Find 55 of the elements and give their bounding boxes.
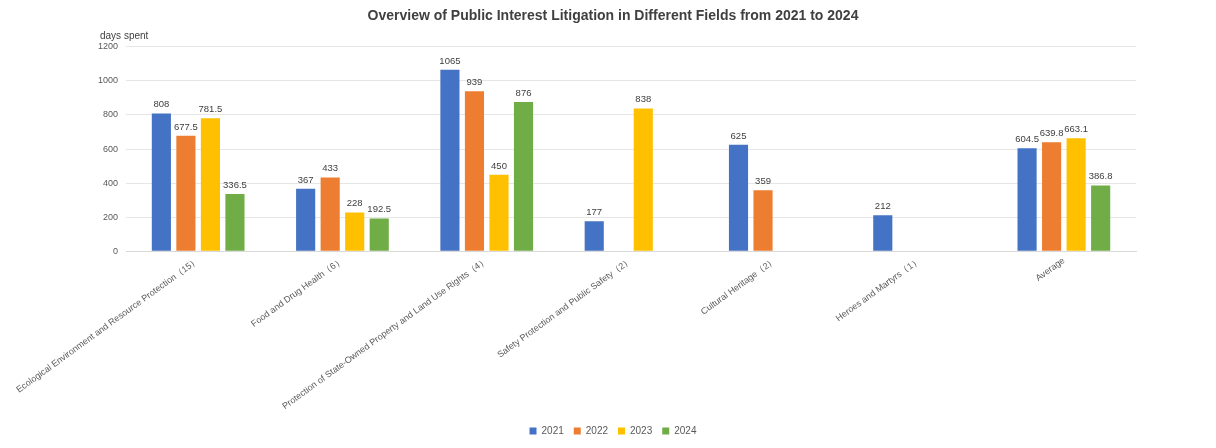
- data-label: 433: [322, 162, 339, 174]
- data-label: 639.8: [1039, 127, 1064, 139]
- bar: [1017, 148, 1037, 251]
- bar: [200, 118, 220, 251]
- y-tick-label: 400: [102, 177, 119, 188]
- y-axis-title: days spent: [100, 29, 149, 41]
- bar: [320, 177, 340, 251]
- bar: [753, 190, 773, 251]
- data-label: 367: [297, 173, 314, 185]
- data-label: 359: [755, 175, 771, 187]
- data-label: 228: [346, 197, 363, 209]
- bar: [176, 135, 196, 251]
- legend-label: 2022: [585, 424, 609, 436]
- data-label: 336.5: [223, 178, 247, 190]
- bar: [728, 144, 749, 251]
- data-label: 939: [466, 76, 483, 88]
- data-label: 808: [153, 98, 170, 110]
- bar: [151, 113, 171, 251]
- bar: [1091, 185, 1111, 251]
- y-tick-label: 0: [113, 245, 119, 256]
- y-tick-label: 200: [102, 211, 119, 222]
- data-label: 625: [730, 129, 747, 141]
- bar: [296, 188, 316, 251]
- y-tick-label: 600: [102, 143, 119, 154]
- bar: [513, 102, 534, 251]
- bar: [369, 218, 389, 251]
- bar: [489, 174, 509, 251]
- bar: [584, 221, 604, 251]
- data-label: 876: [515, 86, 532, 98]
- data-label: 450: [491, 159, 507, 171]
- data-label: 212: [874, 200, 891, 212]
- bar: [440, 69, 460, 251]
- bar: [873, 215, 893, 251]
- bar: [464, 91, 485, 251]
- data-label: 1065: [439, 54, 461, 66]
- legend-label: 2024: [674, 424, 697, 436]
- y-tick-label: 800: [102, 109, 119, 120]
- y-tick-label: 1000: [97, 75, 119, 86]
- data-label: 838: [635, 93, 652, 105]
- data-label: 781.5: [198, 103, 223, 115]
- y-tick-label: 1200: [97, 41, 119, 52]
- bar: [225, 194, 245, 251]
- data-label: 604.5: [1015, 133, 1039, 145]
- legend-label: 2023: [630, 424, 653, 436]
- data-label: 663.1: [1064, 123, 1089, 135]
- bar: [633, 108, 653, 251]
- data-label: 677.5: [174, 120, 198, 132]
- data-label: 386.8: [1088, 170, 1113, 182]
- legend-label: 2021: [541, 424, 565, 436]
- data-label: 192.5: [367, 203, 392, 215]
- bar: [345, 212, 365, 251]
- data-label: 177: [586, 206, 603, 218]
- bar: [1066, 138, 1086, 251]
- bar: [1042, 142, 1062, 251]
- chart-title: Overview of Public Interest Litigation in Different Fields from 2021 to 2024: [367, 7, 859, 24]
